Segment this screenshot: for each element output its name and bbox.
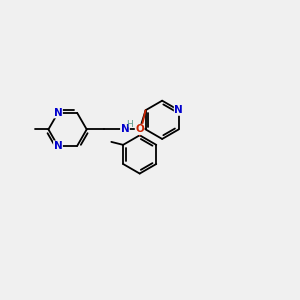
Text: O: O <box>135 124 144 134</box>
Text: N: N <box>54 141 62 151</box>
Text: N: N <box>54 108 62 118</box>
Text: N: N <box>121 124 129 134</box>
Text: N: N <box>174 105 183 115</box>
Text: H: H <box>126 120 133 129</box>
